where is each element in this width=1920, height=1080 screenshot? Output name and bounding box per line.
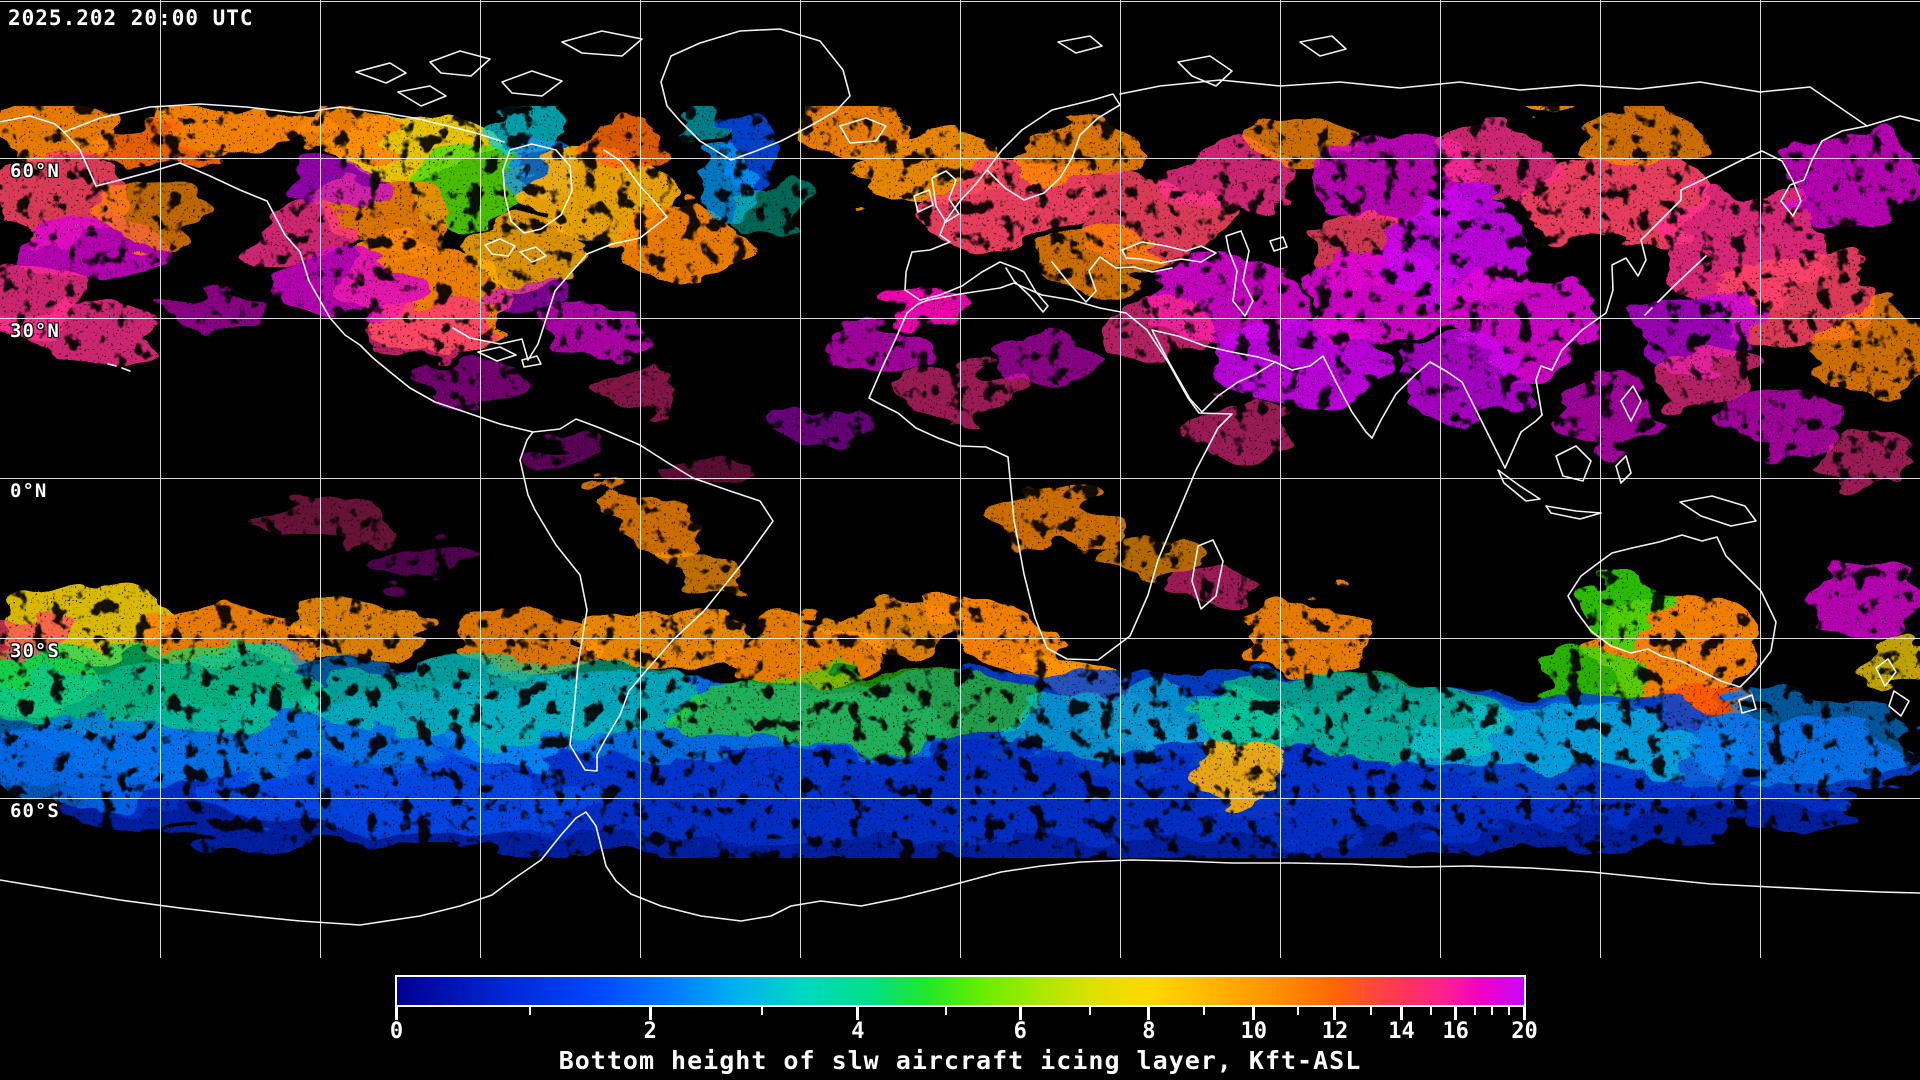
colorbar-tick-label: 10 <box>1240 1019 1268 1044</box>
colorbar-minor-tick <box>1297 1007 1300 1015</box>
colorbar-minor-tick <box>1370 1007 1373 1015</box>
colorbar-tick <box>1400 1007 1404 1020</box>
latitude-label: 30°N <box>10 320 60 342</box>
colorbar-tick-label: 16 <box>1442 1019 1469 1044</box>
colorbar-minor-tick <box>1430 1007 1433 1015</box>
latitude-label: 60°N <box>10 160 60 182</box>
colorbar-tick <box>1333 1007 1337 1020</box>
colorbar-minor-tick <box>944 1007 947 1015</box>
colorbar-minor-tick <box>760 1007 763 1015</box>
colorbar-tick-label: 14 <box>1388 1019 1415 1044</box>
timestamp: 2025.202 20:00 UTC <box>8 6 254 30</box>
colorbar-minor-tick <box>1203 1007 1206 1015</box>
colorbar-tick <box>395 1007 398 1020</box>
colorbar-minor-tick <box>529 1007 532 1015</box>
colorbar-tick-label: 8 <box>1142 1019 1156 1044</box>
colorbar-minor-tick <box>1474 1007 1477 1015</box>
colorbar-tick-label: 2 <box>643 1019 657 1044</box>
chart-title: Bottom height of slw aircraft icing laye… <box>558 1046 1362 1075</box>
colorbar-tick <box>648 1007 652 1020</box>
colorbar-minor-tick <box>1508 1007 1511 1015</box>
coastlines <box>0 28 1920 926</box>
colorbar-tick-label: 6 <box>1013 1019 1027 1044</box>
colorbar-tick-label: 20 <box>1511 1019 1538 1044</box>
colorbar-tick-label: 12 <box>1321 1019 1349 1044</box>
colorbar-tick <box>1252 1007 1256 1020</box>
colorbar-tick-label: 0 <box>389 1019 404 1044</box>
colorbar-tick-label: 4 <box>851 1019 865 1044</box>
colorbar-minor-tick <box>1491 1007 1494 1015</box>
graticule-grid <box>0 0 1920 958</box>
colorbar-tick <box>1018 1007 1022 1020</box>
latitude-label: 0°N <box>10 480 48 502</box>
map-canvas <box>0 0 1920 958</box>
colorbar-minor-tick <box>1089 1007 1092 1015</box>
colorbar-tick <box>1523 1007 1526 1020</box>
latitude-label: 60°S <box>10 800 60 822</box>
latitude-label: 30°S <box>10 640 60 662</box>
colorbar <box>395 975 1526 1007</box>
colorbar-tick <box>1147 1007 1151 1020</box>
colorbar-tick <box>856 1007 860 1020</box>
colorbar-tick <box>1454 1007 1458 1020</box>
